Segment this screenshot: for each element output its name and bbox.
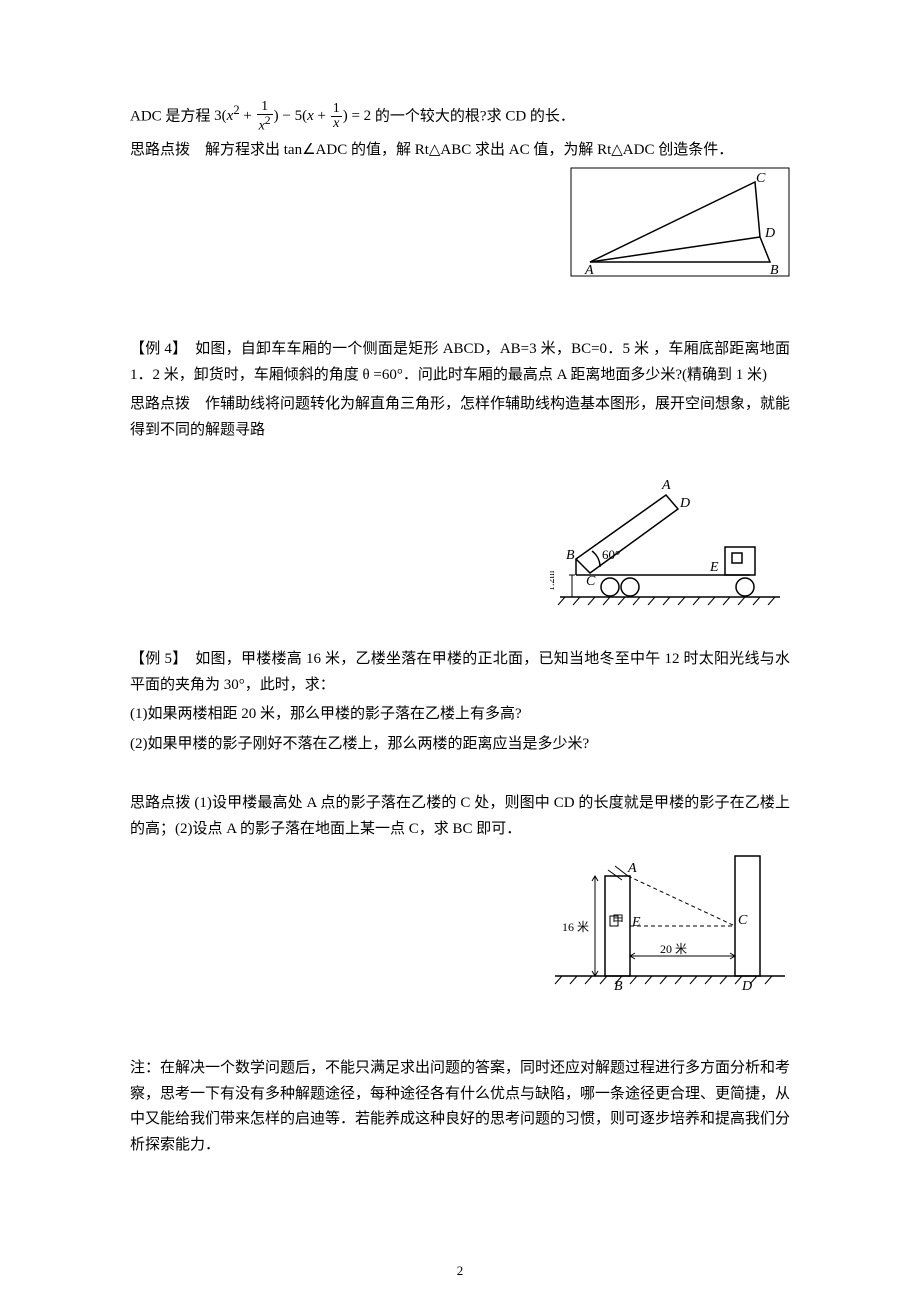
ex5-hint: 思路点拨 (1)设甲楼最高处 A 点的影子落在乙楼的 C 处，则图中 CD 的长… (130, 791, 790, 842)
svg-text:16 米: 16 米 (562, 920, 589, 934)
ex4-line1: 【例 4】 如图，自卸车车厢的一个侧面是矩形 ABCD，AB=3 米，BC=0．… (130, 337, 790, 388)
svg-text:B: B (770, 263, 779, 277)
svg-text:D: D (679, 496, 690, 511)
svg-text:C: C (756, 171, 766, 186)
ex3-pre: ADC 是方程 (130, 108, 210, 124)
figure3-wrap: 16 米 20 米 A E 甲 C B D (550, 846, 790, 996)
figure1: A B D C (570, 167, 790, 277)
figure2-wrap: 1.2m A D B C E 60° (550, 447, 790, 607)
ex3-post: 的一个较大的根?求 CD 的长． (375, 108, 575, 124)
note: 注：在解决一个数学问题后，不能只满足求出问题的答案，同时还应对解题过程进行多方面… (130, 1056, 790, 1158)
figure3: 16 米 20 米 A E 甲 C B D (550, 846, 790, 996)
ex5-line1: 【例 5】 如图，甲楼楼高 16 米，乙楼坐落在甲楼的正北面，已知当地冬至中午 … (130, 647, 790, 698)
page: ADC 是方程 3(x2 + 1x2) − 5(x + 1x) = 2 的一个较… (0, 0, 920, 1302)
ex4-hint: 思路点拨 作辅助线将问题转化为解直角三角形，怎样作辅助线构造基本图形，展开空间想… (130, 392, 790, 443)
svg-text:D: D (764, 226, 775, 241)
ex3-equation: 3(x2 + 1x2) − 5(x + 1x) = 2 (214, 108, 375, 124)
figure1-wrap: A B D C (570, 167, 790, 277)
svg-text:A: A (584, 263, 594, 277)
ex5-q1: (1)如果两楼相距 20 米，那么甲楼的影子落在乙楼上有多高? (130, 702, 790, 728)
svg-text:C: C (738, 913, 748, 928)
svg-text:E: E (631, 915, 641, 930)
svg-text:60°: 60° (602, 547, 620, 562)
svg-text:B: B (566, 548, 575, 563)
svg-text:D: D (741, 979, 752, 994)
svg-text:A: A (661, 478, 671, 493)
svg-text:1.2m: 1.2m (550, 571, 557, 592)
ex5-q2: (2)如果甲楼的影子刚好不落在乙楼上，那么两楼的距离应当是多少米? (130, 732, 790, 758)
svg-text:甲: 甲 (612, 913, 624, 927)
svg-text:C: C (586, 574, 596, 589)
svg-text:A: A (627, 861, 637, 876)
ex3-line1: ADC 是方程 3(x2 + 1x2) − 5(x + 1x) = 2 的一个较… (130, 100, 790, 134)
svg-text:20 米: 20 米 (660, 942, 687, 956)
page-number: 2 (0, 1260, 920, 1282)
svg-text:B: B (614, 979, 623, 994)
svg-text:E: E (709, 560, 719, 575)
figure2: 1.2m A D B C E 60° (550, 447, 790, 607)
ex3-hint: 思路点拨 解方程求出 tan∠ADC 的值，解 Rt△ABC 求出 AC 值，为… (130, 138, 790, 164)
